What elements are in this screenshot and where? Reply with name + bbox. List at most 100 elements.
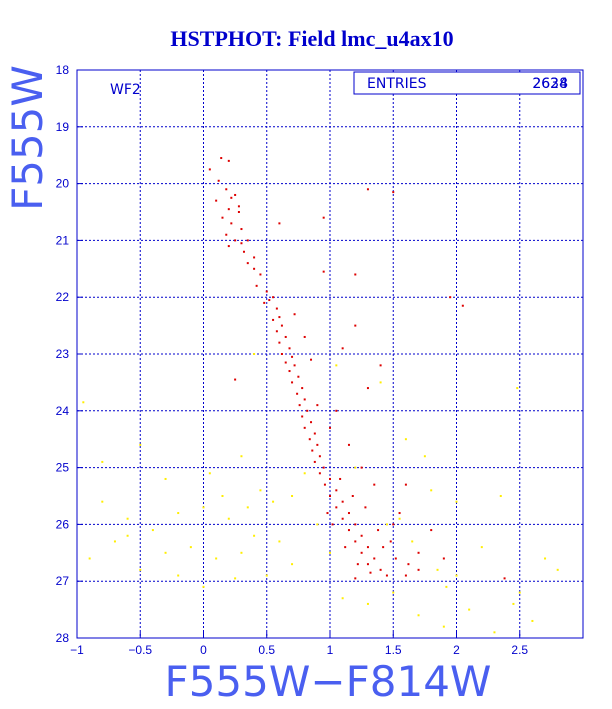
point-s0-35 — [293, 364, 296, 367]
point-s0-12 — [225, 233, 228, 236]
point-s0-86 — [354, 324, 357, 327]
point-s1-50 — [531, 619, 534, 622]
x-axis-label: F555W−F814W — [165, 657, 492, 706]
point-s0-84 — [449, 296, 452, 299]
point-s1-51 — [556, 568, 559, 571]
point-s1-31 — [417, 614, 420, 617]
point-s0-9 — [221, 216, 224, 219]
point-s0-82 — [322, 270, 325, 273]
point-s0-26 — [272, 318, 275, 321]
point-s0-91 — [404, 483, 407, 486]
point-s0-119 — [351, 495, 354, 497]
point-s0-85 — [461, 304, 464, 307]
point-s0-67 — [366, 546, 369, 549]
point-s0-58 — [329, 495, 331, 497]
point-s0-106 — [253, 256, 256, 259]
point-s0-103 — [303, 335, 306, 338]
point-s1-41 — [404, 438, 407, 441]
point-s1-27 — [329, 551, 331, 554]
y-tick-labels: 18 19 20 21 22 23 24 25 26 27 28 — [56, 63, 83, 645]
point-s0-71 — [379, 568, 382, 571]
point-s0-83 — [354, 273, 357, 276]
point-s1-6 — [177, 512, 180, 515]
point-s0-16 — [242, 250, 245, 253]
point-s1-0 — [82, 401, 85, 404]
point-s0-22 — [272, 296, 275, 299]
point-s0-42 — [298, 404, 301, 407]
point-s0-37 — [297, 375, 300, 378]
point-s0-113 — [369, 571, 372, 574]
x-tick-label-4: 1 — [327, 643, 334, 657]
point-s1-36 — [544, 557, 547, 560]
point-s0-46 — [303, 426, 306, 429]
point-s0-117 — [326, 512, 329, 515]
point-s0-97 — [373, 483, 376, 486]
point-s1-15 — [215, 557, 218, 560]
y-tick-label-3: 21 — [56, 233, 70, 247]
stats-entries-label: ENTRIES — [367, 76, 427, 92]
point-s0-66 — [354, 540, 357, 543]
point-s0-95 — [417, 551, 420, 554]
point-s0-0 — [208, 168, 211, 171]
panel-annotation: WF2 — [110, 82, 141, 98]
point-s0-61 — [347, 512, 350, 515]
point-s0-69 — [373, 557, 376, 560]
point-s1-9 — [253, 534, 256, 537]
point-s1-37 — [512, 602, 515, 605]
point-s0-101 — [316, 404, 319, 407]
y-tick-label-9: 27 — [56, 574, 70, 588]
point-s1-23 — [278, 540, 281, 543]
point-s0-52 — [313, 460, 316, 463]
point-s0-76 — [503, 577, 506, 580]
y-tick-label-8: 26 — [56, 517, 70, 531]
point-s0-121 — [377, 529, 380, 532]
point-s1-26 — [316, 523, 319, 526]
y-tick-label-4: 22 — [56, 290, 70, 304]
point-s1-19 — [126, 534, 129, 537]
point-s0-44 — [301, 415, 304, 418]
point-s0-23 — [268, 299, 271, 302]
data-points — [82, 157, 559, 634]
grid-lines — [77, 70, 583, 638]
point-s0-80 — [366, 188, 369, 191]
point-s0-28 — [275, 330, 278, 333]
point-s1-47 — [436, 568, 439, 571]
point-s0-27 — [280, 324, 283, 327]
point-s1-49 — [480, 546, 483, 549]
point-s0-40 — [296, 392, 299, 395]
point-s0-11 — [240, 228, 243, 231]
point-s0-75 — [417, 568, 420, 571]
point-s1-32 — [442, 625, 445, 628]
point-s1-55 — [101, 460, 104, 463]
point-s1-58 — [246, 506, 249, 509]
point-s0-93 — [430, 529, 433, 532]
point-s1-1 — [139, 443, 142, 446]
point-s0-72 — [385, 574, 388, 577]
point-s0-24 — [275, 307, 278, 310]
point-s1-7 — [202, 506, 205, 509]
point-s0-116 — [407, 563, 410, 566]
point-s0-70 — [366, 563, 369, 566]
point-s0-120 — [364, 506, 367, 509]
point-s0-36 — [288, 370, 291, 373]
point-s0-50 — [311, 449, 314, 452]
y-axis-label: F555W — [3, 65, 52, 211]
point-s0-31 — [288, 347, 291, 350]
point-s1-53 — [272, 500, 275, 503]
chart-title: HSTPHOT: Field lmc_u4ax10 — [170, 26, 453, 51]
point-s1-45 — [398, 517, 401, 520]
point-s0-78 — [322, 216, 325, 219]
y-tick-label-10: 28 — [56, 631, 70, 645]
point-s0-112 — [356, 563, 359, 566]
point-s0-88 — [379, 364, 382, 367]
x-tick-label-2: 0 — [200, 643, 207, 657]
point-s1-22 — [234, 577, 237, 580]
point-s0-51 — [318, 455, 321, 458]
point-s0-3 — [217, 179, 220, 182]
point-s0-94 — [442, 557, 445, 560]
point-s0-29 — [284, 335, 287, 338]
point-s0-118 — [339, 477, 342, 480]
point-s1-59 — [445, 585, 448, 588]
point-s1-56 — [208, 472, 211, 475]
point-s0-15 — [227, 245, 230, 248]
